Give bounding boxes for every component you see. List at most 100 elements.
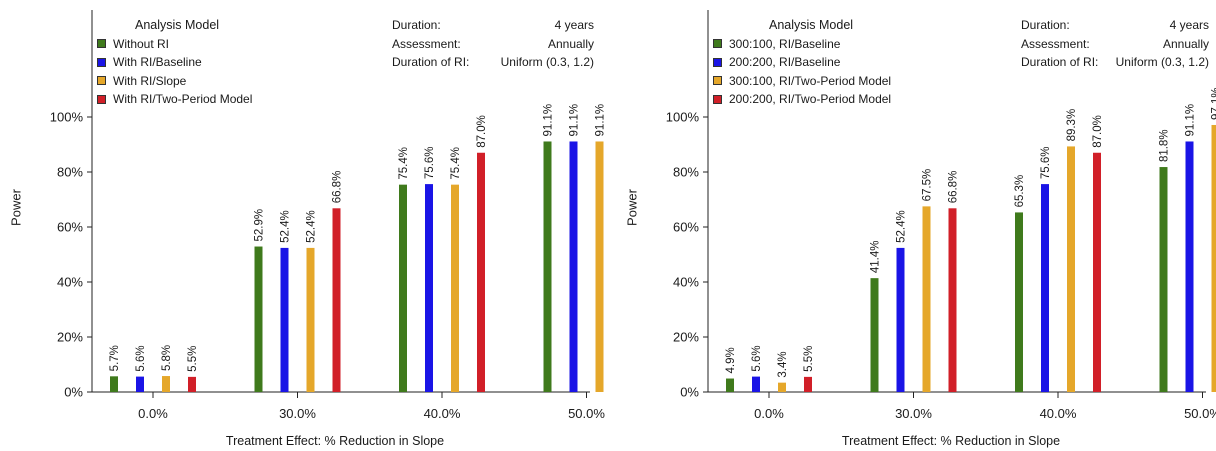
legend-label: 300:100, RI/Baseline <box>729 36 841 51</box>
bar <box>778 382 786 392</box>
info-value: Uniform (0.3, 1.2) <box>1115 55 1209 69</box>
legend-item: Without RI <box>97 35 252 54</box>
bar <box>254 246 263 392</box>
bar <box>399 184 407 392</box>
bar <box>1159 167 1168 392</box>
x-axis-label: Treatment Effect: % Reduction in Slope <box>841 434 1061 448</box>
info-value: Annually <box>547 36 594 51</box>
y-axis-label: Power <box>8 189 24 226</box>
y-tick-label: 60% <box>673 220 699 235</box>
legend-label: With RI/Slope <box>113 73 187 88</box>
bar-value-label: 66.8% <box>948 171 960 204</box>
bar-value-label: 4.9% <box>725 347 737 373</box>
bar <box>752 376 760 392</box>
legend-title: Analysis Model <box>769 18 854 32</box>
info-key: Duration: <box>1021 18 1070 32</box>
bar <box>332 208 341 392</box>
legend-swatch <box>713 94 722 104</box>
bar <box>110 376 118 392</box>
info-box-right: Duration: 4 years Assessment: Annually Dur… <box>1021 16 1209 72</box>
info-row: Duration: 4 years <box>1021 16 1209 35</box>
info-row: Assessment: Annually <box>1021 35 1209 54</box>
info-row: Duration: 4 years <box>392 16 594 35</box>
legend-label: With RI/Baseline <box>113 55 202 69</box>
bar <box>870 278 879 392</box>
info-box-left: Duration: 4 years Assessment: Annually Dur… <box>392 16 594 72</box>
legend-item: 300:100, RI/Two-Period Model <box>713 72 891 91</box>
bar-value-label: 87.0% <box>1092 115 1104 148</box>
bar <box>1015 212 1023 392</box>
info-row: Duration of RI: Uniform (0.3, 1.2) <box>392 53 594 72</box>
info-key: Assessment: <box>1021 36 1090 51</box>
x-tick-label: 50.0% <box>1184 406 1216 421</box>
bar <box>162 376 170 392</box>
y-tick-label: 60% <box>57 220 83 235</box>
legend-right: Analysis Model 300:100, RI/Baseline 200:… <box>713 16 891 109</box>
bar <box>136 376 144 392</box>
info-key: Assessment: <box>392 36 461 51</box>
legend-item: With RI/Two-Period Model <box>97 90 252 109</box>
legend-swatch <box>97 76 106 86</box>
bar-value-label: 91.1% <box>595 104 607 137</box>
bar-value-label: 81.8% <box>1159 129 1171 162</box>
x-tick-label: 30.0% <box>279 406 316 421</box>
y-tick-label: 100% <box>666 110 700 125</box>
bar-value-label: 52.4% <box>896 210 908 243</box>
bar <box>804 376 812 392</box>
bar <box>948 208 957 392</box>
bar-value-label: 75.6% <box>1040 146 1052 179</box>
bar-value-label: 52.4% <box>280 210 292 243</box>
bar <box>1093 152 1101 392</box>
x-tick-label: 0.0% <box>754 406 784 421</box>
y-tick-label: 20% <box>57 330 83 345</box>
bar-value-label: 91.1% <box>569 104 581 137</box>
bar-value-label: 5.5% <box>187 346 199 372</box>
legend-swatch <box>713 39 722 49</box>
bar-chart-right: 0% 20% 40% 60% 80% 100% 0.0% 4.9% 5.6% 3.4% 5.5% 30… <box>666 10 1216 421</box>
bar <box>1185 141 1194 392</box>
bar <box>922 206 931 392</box>
y-tick-label: 0% <box>64 385 83 400</box>
info-value: Uniform (0.3, 1.2) <box>500 55 594 69</box>
bar <box>896 247 905 392</box>
legend-swatch <box>97 39 106 49</box>
info-key: Duration of RI: <box>1021 55 1099 69</box>
x-tick-label: 30.0% <box>895 406 932 421</box>
legend-item: 300:100, RI/Baseline <box>713 35 891 54</box>
bar-value-label: 65.3% <box>1014 175 1026 208</box>
bar <box>477 152 485 392</box>
y-axis-label: Power <box>624 189 640 226</box>
chart-panel-right: 0% 20% 40% 60% 80% 100% 0.0% 4.9% 5.6% 3.4% 5.5% 30… <box>616 0 1216 451</box>
bar <box>425 184 433 392</box>
legend-swatch <box>97 57 106 67</box>
bar <box>726 378 734 392</box>
y-tick-label: 20% <box>673 330 699 345</box>
info-key: Duration: <box>392 18 441 32</box>
bar-value-label: 5.5% <box>803 346 815 372</box>
info-value: Annually <box>1162 36 1209 51</box>
bar-value-label: 52.9% <box>254 209 266 242</box>
bar <box>1041 184 1049 392</box>
bar <box>569 141 578 392</box>
bar-value-label: 5.7% <box>109 345 121 371</box>
info-row: Assessment: Annually <box>392 35 594 54</box>
legend-left: Analysis Model Without RI With RI/Baseli… <box>97 16 252 109</box>
info-value: 4 years <box>554 18 594 32</box>
bar-value-label: 97.1% <box>1211 87 1216 120</box>
info-row: Duration of RI: Uniform (0.3, 1.2) <box>1021 53 1209 72</box>
y-tick-label: 0% <box>680 385 699 400</box>
y-tick-label: 80% <box>57 165 83 180</box>
bar-value-label: 91.1% <box>543 104 555 137</box>
x-tick-label: 40.0% <box>1040 406 1077 421</box>
legend-item: With RI/Baseline <box>97 53 252 72</box>
bar <box>306 247 315 392</box>
bar <box>451 184 459 392</box>
legend-label: Without RI <box>113 36 170 51</box>
y-tick-label: 40% <box>57 275 83 290</box>
bar-value-label: 89.3% <box>1066 109 1078 142</box>
y-tick-label: 40% <box>673 275 699 290</box>
bar-chart-left: 0% 20% 40% 60% 80% 100% 0.0% 5.7% 5.6% 5.8% 5.5% 30… <box>50 10 607 421</box>
bar <box>595 141 604 392</box>
legend-swatch <box>97 94 106 104</box>
chart-panel-left: 0% 20% 40% 60% 80% 100% 0.0% 5.7% 5.6% 5.8% 5.5% 30… <box>8 10 607 448</box>
